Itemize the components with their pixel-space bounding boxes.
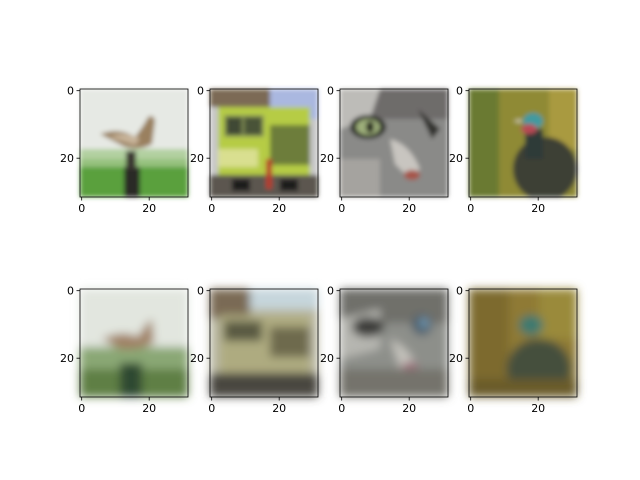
x-tick-label: 0	[338, 402, 345, 415]
original-bird-image	[80, 89, 188, 197]
x-tick-label: 0	[208, 402, 215, 415]
x-tick-label: 0	[338, 202, 345, 215]
y-tick-label: 0	[327, 285, 334, 298]
x-tick-label: 0	[467, 402, 474, 415]
panel-original-bird: 0 20 0 20	[60, 85, 189, 215]
reconstruction-truck-image	[210, 289, 318, 397]
x-tick-label: 20	[531, 202, 545, 215]
y-tick-label: 0	[197, 285, 204, 298]
panel-original-guinea-fowl: 0 20 0 20	[449, 85, 578, 215]
axes-frame	[209, 288, 319, 398]
y-tick-label: 20	[60, 152, 74, 165]
x-tick-label: 0	[78, 202, 85, 215]
y-tick-label: 20	[60, 352, 74, 365]
axes-frame	[468, 88, 578, 198]
x-tick-label: 0	[467, 202, 474, 215]
y-tick-label: 0	[67, 85, 74, 98]
y-tick-label: 20	[190, 152, 204, 165]
y-tick-label: 20	[449, 352, 463, 365]
y-tick-label: 0	[67, 285, 74, 298]
panel-reconstruction-truck: 0 20 0 20	[190, 285, 319, 415]
original-truck-image	[210, 89, 318, 197]
x-tick-label: 20	[402, 402, 416, 415]
panel-reconstruction-bird: 0 20 0 20	[60, 285, 189, 415]
x-tick-label: 0	[78, 402, 85, 415]
axes-frame	[339, 288, 449, 398]
axes-frame	[209, 88, 319, 198]
x-tick-label: 20	[531, 402, 545, 415]
panel-original-truck: 0 20 0 20	[190, 85, 319, 215]
x-tick-label: 20	[402, 202, 416, 215]
reconstruction-bird-image	[80, 289, 188, 397]
x-tick-label: 0	[208, 202, 215, 215]
x-tick-label: 20	[142, 202, 156, 215]
y-tick-label: 20	[190, 352, 204, 365]
reconstruction-cat-image	[340, 289, 448, 397]
axes-frame	[79, 288, 189, 398]
y-tick-label: 0	[327, 85, 334, 98]
x-tick-label: 20	[272, 202, 286, 215]
panel-original-cat: 0 20 0 20	[320, 85, 449, 215]
panel-reconstruction-guinea-fowl: 0 20 0 20	[449, 285, 578, 415]
original-cat-image	[340, 89, 448, 197]
y-tick-label: 20	[320, 152, 334, 165]
x-tick-label: 20	[142, 402, 156, 415]
y-tick-label: 0	[197, 85, 204, 98]
y-tick-label: 0	[456, 285, 463, 298]
x-tick-label: 20	[272, 402, 286, 415]
original-guinea-fowl-image	[469, 89, 577, 197]
panel-reconstruction-cat: 0 20 0 20	[320, 285, 449, 415]
axes-frame	[79, 88, 189, 198]
y-tick-label: 20	[320, 352, 334, 365]
y-tick-label: 20	[449, 152, 463, 165]
y-tick-label: 0	[456, 85, 463, 98]
reconstruction-guinea-fowl-image	[469, 289, 577, 397]
axes-frame	[468, 288, 578, 398]
axes-frame	[339, 88, 449, 198]
